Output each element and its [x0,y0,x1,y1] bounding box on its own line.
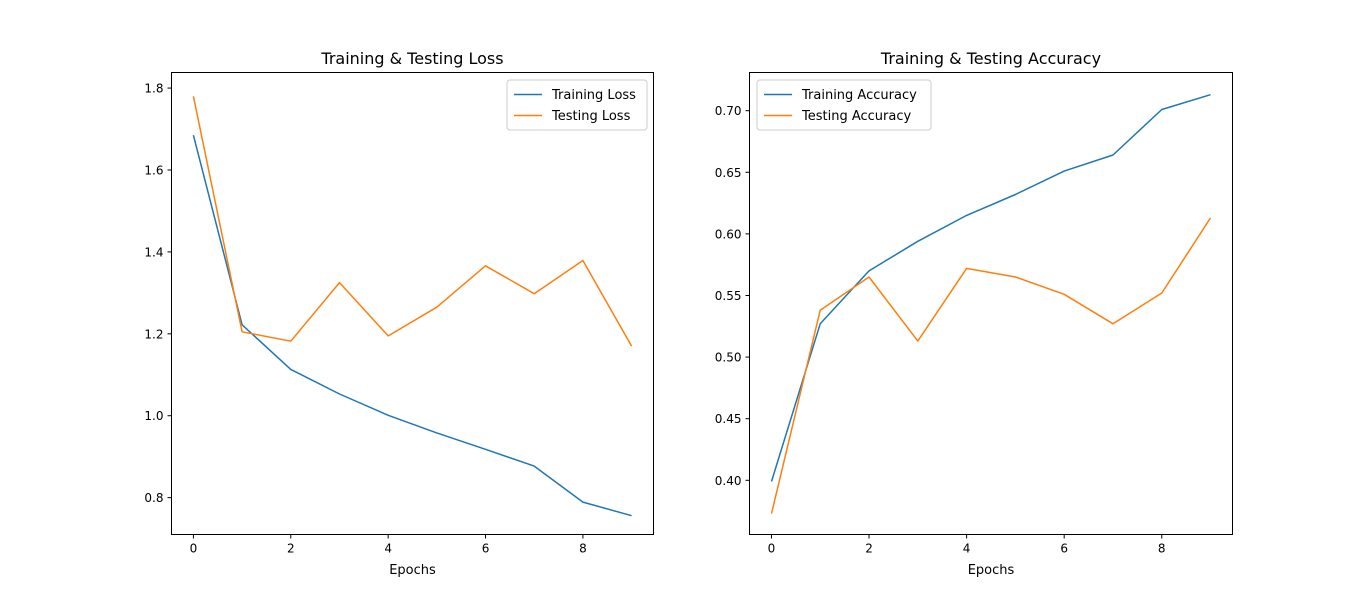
y-tick-label: 0.60 [715,227,742,241]
accuracy-chart-title: Training & Testing Accuracy [880,49,1101,68]
y-tick-label: 0.55 [715,289,742,303]
y-tick-label: 1.4 [144,245,163,259]
y-tick-label: 1.6 [144,163,163,177]
y-tick-label: 0.50 [715,351,742,365]
loss-chart-x-axis-label: Epochs [389,563,436,578]
testing-accuracy-line [770,217,1212,514]
x-tick-label: 8 [579,542,587,556]
x-tick-label: 0 [190,542,198,556]
loss-chart-legend-box [506,79,648,131]
accuracy-chart-legend: Training Accuracy Testing Accuracy [756,79,932,131]
y-tick-label: 0.45 [715,412,742,426]
x-tick-label: 6 [1060,542,1068,556]
x-tick-label: 4 [963,542,971,556]
x-tick-label: 8 [1158,542,1166,556]
accuracy-chart: Training & Testing Accuracy Epochs 0 2 4 6 8… [715,49,1233,578]
y-tick-label: 1.8 [144,82,163,96]
x-tick-label: 2 [865,542,873,556]
y-tick-label: 0.8 [144,491,163,505]
loss-chart-legend: Training Loss Testing Loss [506,79,648,131]
y-tick-label: 0.40 [715,474,742,488]
y-tick-label: 1.2 [144,327,163,341]
x-tick-label: 6 [482,542,490,556]
training-loss-line [192,135,632,517]
x-tick-label: 4 [384,542,392,556]
x-tick-label: 2 [287,542,295,556]
testing-loss-legend-label: Testing Loss [551,109,631,124]
training-accuracy-legend-label: Training Accuracy [801,88,917,103]
y-tick-label: 0.65 [715,166,742,180]
loss-chart: Training & Testing Loss Epochs 0 2 4 6 8 0.8 1… [144,49,654,578]
training-accuracy-line [770,93,1211,482]
testing-accuracy-legend-label: Testing Accuracy [801,109,911,124]
x-tick-label: 0 [768,542,776,556]
training-loss-legend-label: Training Loss [551,88,636,103]
accuracy-chart-lines [770,93,1212,514]
loss-chart-ticks: 0 2 4 6 8 0.8 1.0 1.2 1.4 1.6 1.8 [144,82,586,556]
accuracy-chart-ticks: 0 2 4 6 8 0.40 0.45 0.50 0.55 0.60 0.65 0.70 [715,104,1166,555]
loss-chart-lines [192,96,633,517]
y-tick-label: 1.0 [144,409,163,423]
accuracy-chart-axes-frame [749,72,1233,535]
accuracy-chart-legend-box [756,79,932,131]
y-tick-label: 0.70 [715,104,742,118]
testing-loss-line [192,96,633,347]
accuracy-chart-x-axis-label: Epochs [968,563,1015,578]
loss-chart-axes-frame [171,72,654,535]
loss-chart-title: Training & Testing Loss [320,49,503,68]
